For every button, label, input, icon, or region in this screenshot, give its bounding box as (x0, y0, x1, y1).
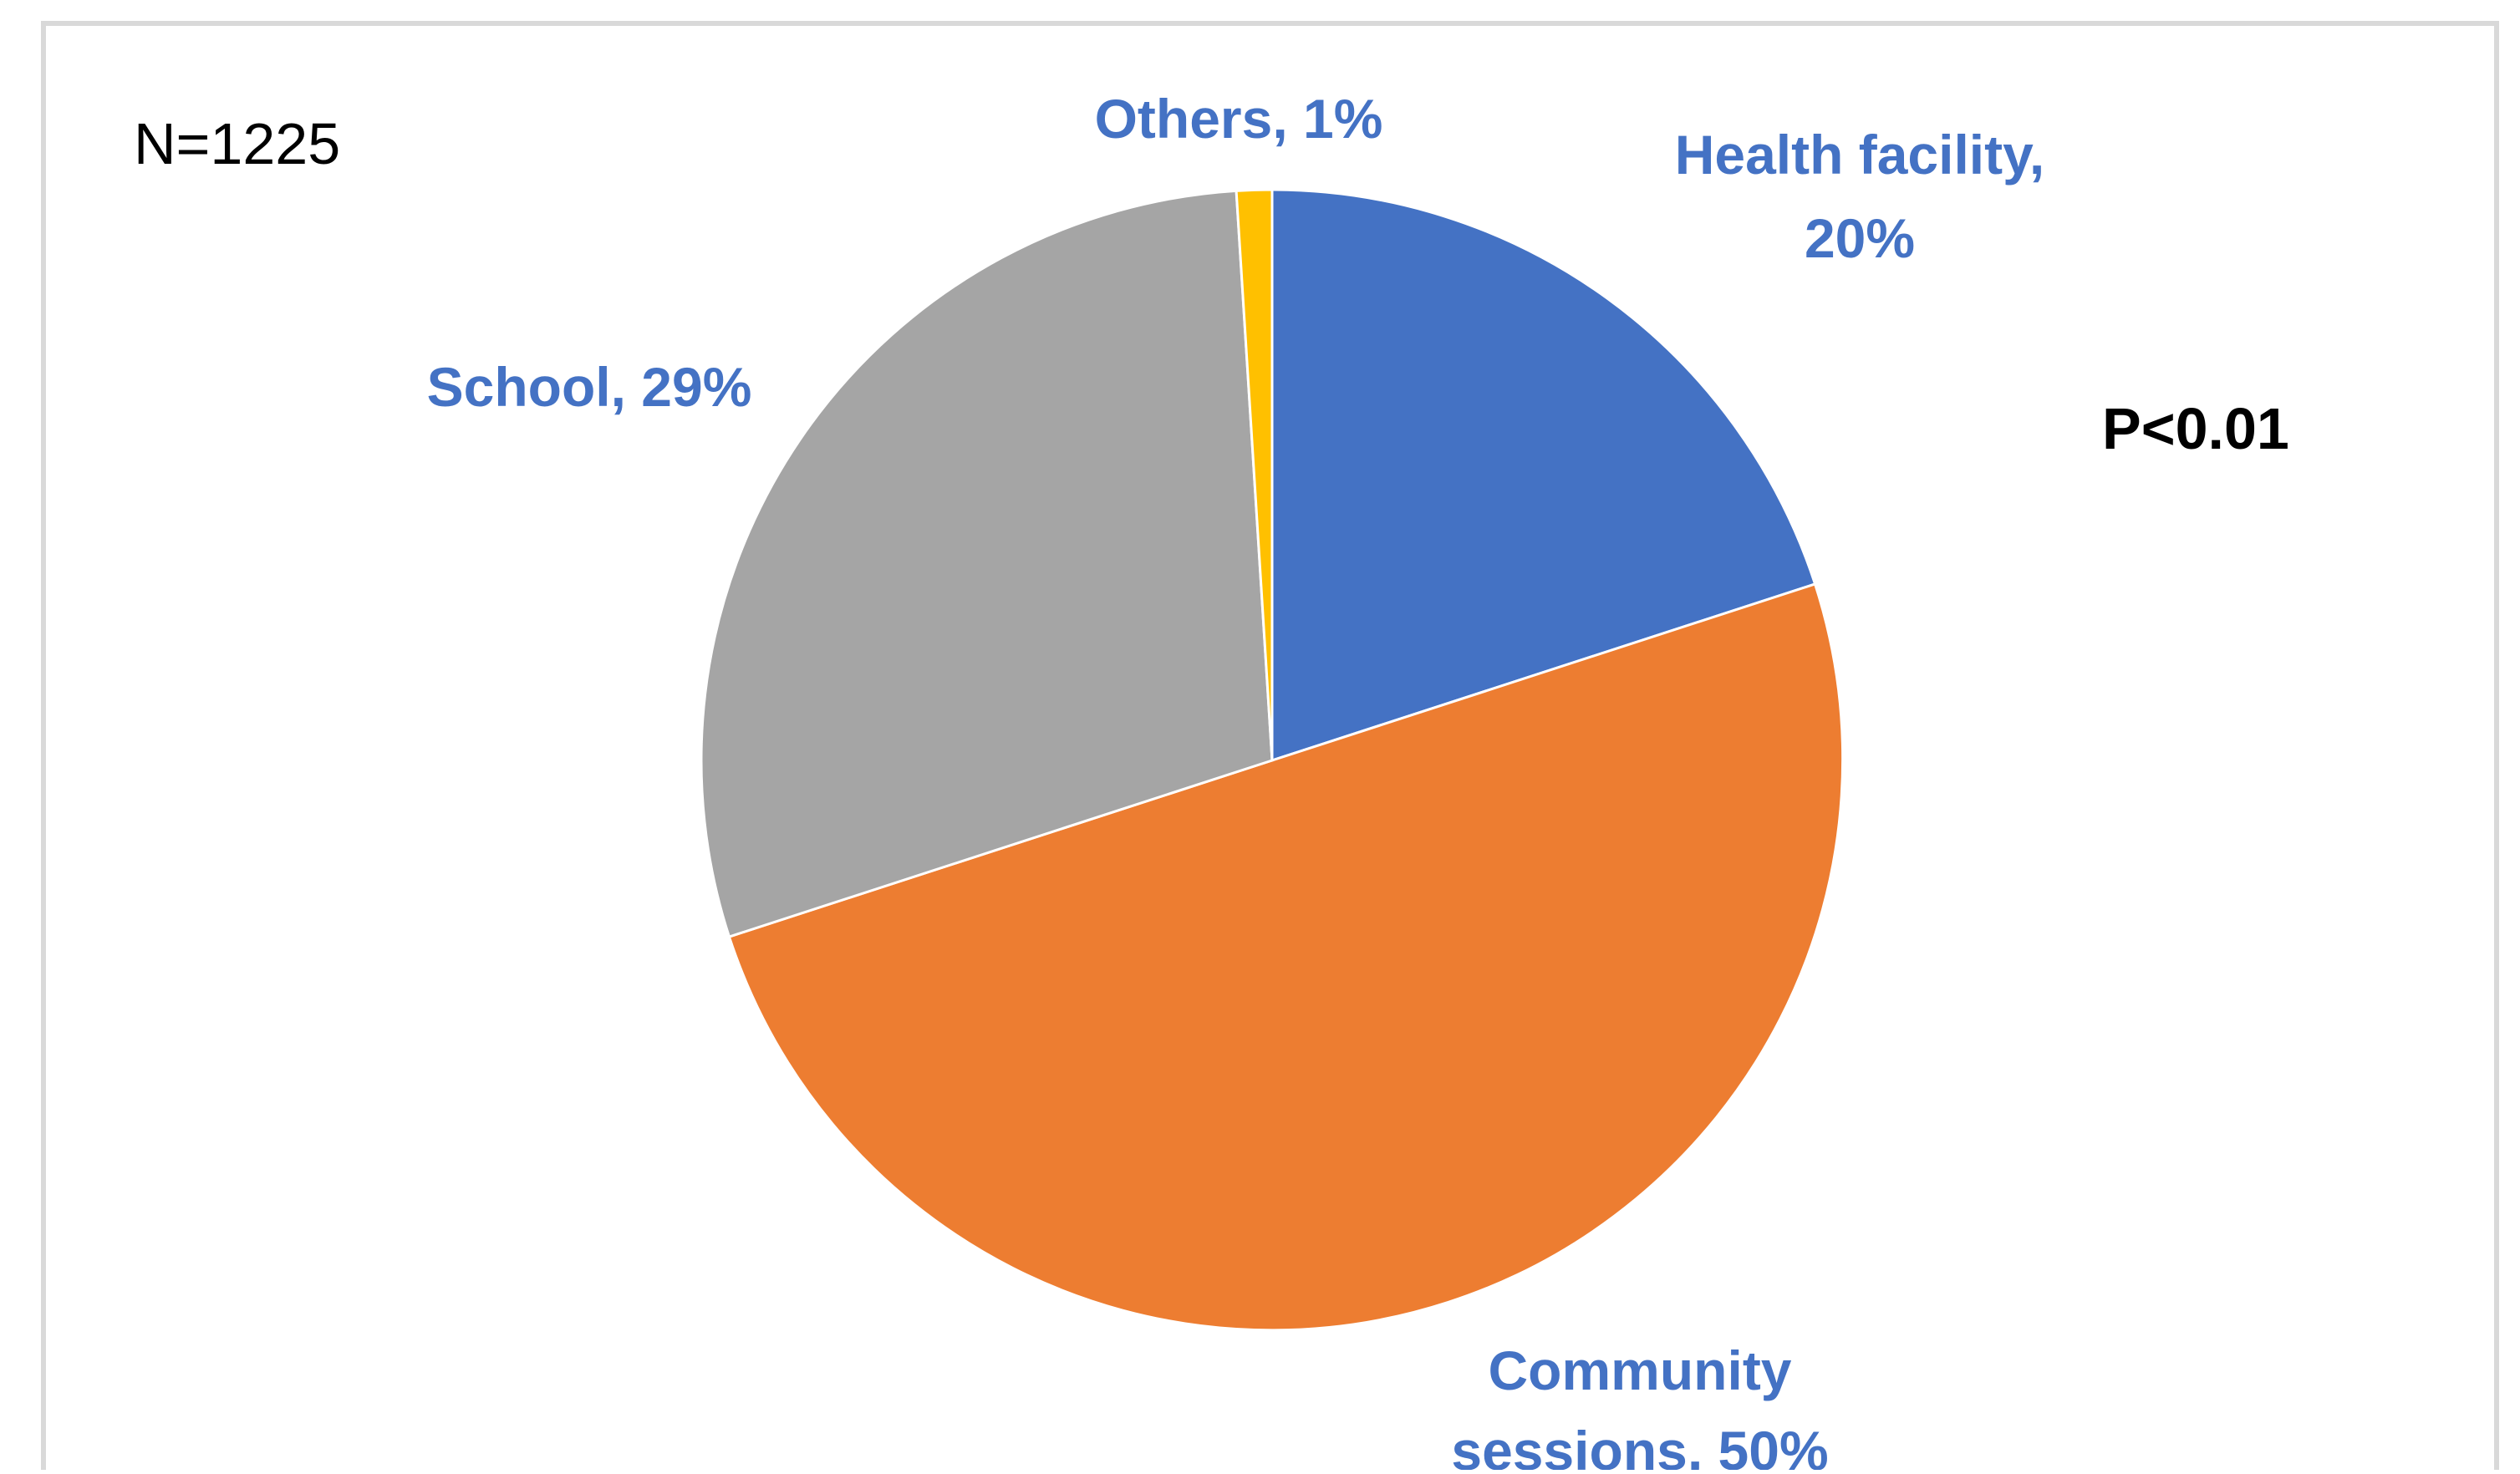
slice-label-health-facility: Health facility, 20% (1675, 124, 2045, 269)
slice-label-community-sessions: Community sessions, 50% (1451, 1339, 1828, 1470)
slice-label-line: School, 29% (427, 356, 752, 418)
p-value-annotation: P<0.01 (2102, 396, 2289, 461)
pie-slice-school (700, 189, 1274, 938)
slice-labels: Health facility, 20% Community sessions, 50… (427, 88, 2045, 1474)
slice-label-line: Others, 1% (1095, 88, 1383, 150)
slice-label-line: Community (1489, 1339, 1792, 1401)
sample-size-annotation: N=1225 (134, 111, 340, 176)
slice-label-line: 20% (1805, 207, 1915, 269)
slice-label-others: Others, 1% (1095, 88, 1383, 150)
slice-label-line: sessions, 50% (1451, 1420, 1828, 1470)
pie-slice-health-facility (1270, 188, 1817, 763)
slice-label-school: School, 29% (427, 356, 752, 418)
pie-slices (700, 188, 1845, 1332)
pie-slice-community-sessions (727, 582, 1845, 1332)
slice-label-line: Health facility, (1675, 124, 2045, 186)
pie-slice-others (1235, 188, 1274, 761)
